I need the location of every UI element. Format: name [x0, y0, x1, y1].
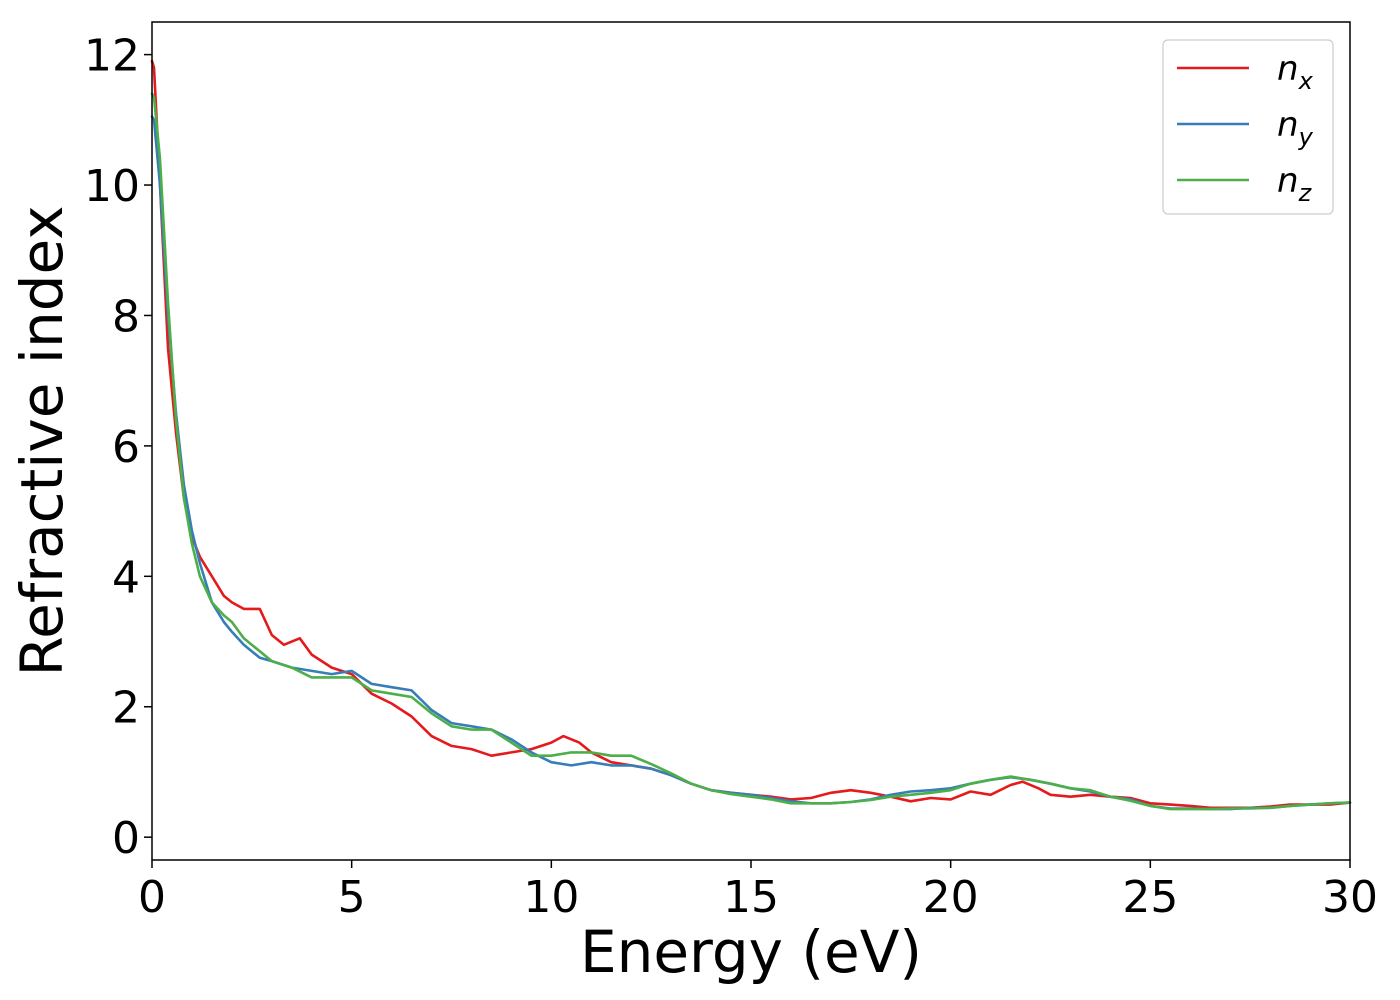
x-tick-label: 5	[338, 872, 366, 923]
y-tick-label: 4	[112, 552, 140, 603]
y-tick-label: 8	[112, 291, 140, 342]
x-tick-label: 25	[1122, 872, 1178, 923]
x-tick-label: 10	[523, 872, 579, 923]
legend-box	[1162, 39, 1334, 215]
y-tick-label: 10	[84, 161, 140, 212]
y-axis-ticks: 0 2 4 6 8 10 12	[84, 31, 152, 864]
y-axis-label: Refractive index	[8, 205, 76, 676]
series-line-ny	[150, 115, 1352, 811]
x-tick-label: 0	[138, 872, 166, 923]
series-lines	[150, 59, 1352, 811]
x-tick-label: 15	[723, 872, 779, 923]
x-tick-label: 30	[1322, 872, 1378, 923]
x-axis-ticks: 0 5 10 15 20 25 30	[138, 860, 1378, 923]
x-tick-label: 20	[923, 872, 979, 923]
series-line-nz	[150, 92, 1352, 811]
y-tick-label: 6	[112, 422, 140, 473]
x-axis-label: Energy (eV)	[580, 918, 922, 986]
y-tick-label: 12	[84, 31, 140, 82]
y-tick-label: 0	[112, 813, 140, 864]
y-tick-label: 2	[112, 683, 140, 734]
legend-label-nz: nz	[1277, 161, 1313, 207]
